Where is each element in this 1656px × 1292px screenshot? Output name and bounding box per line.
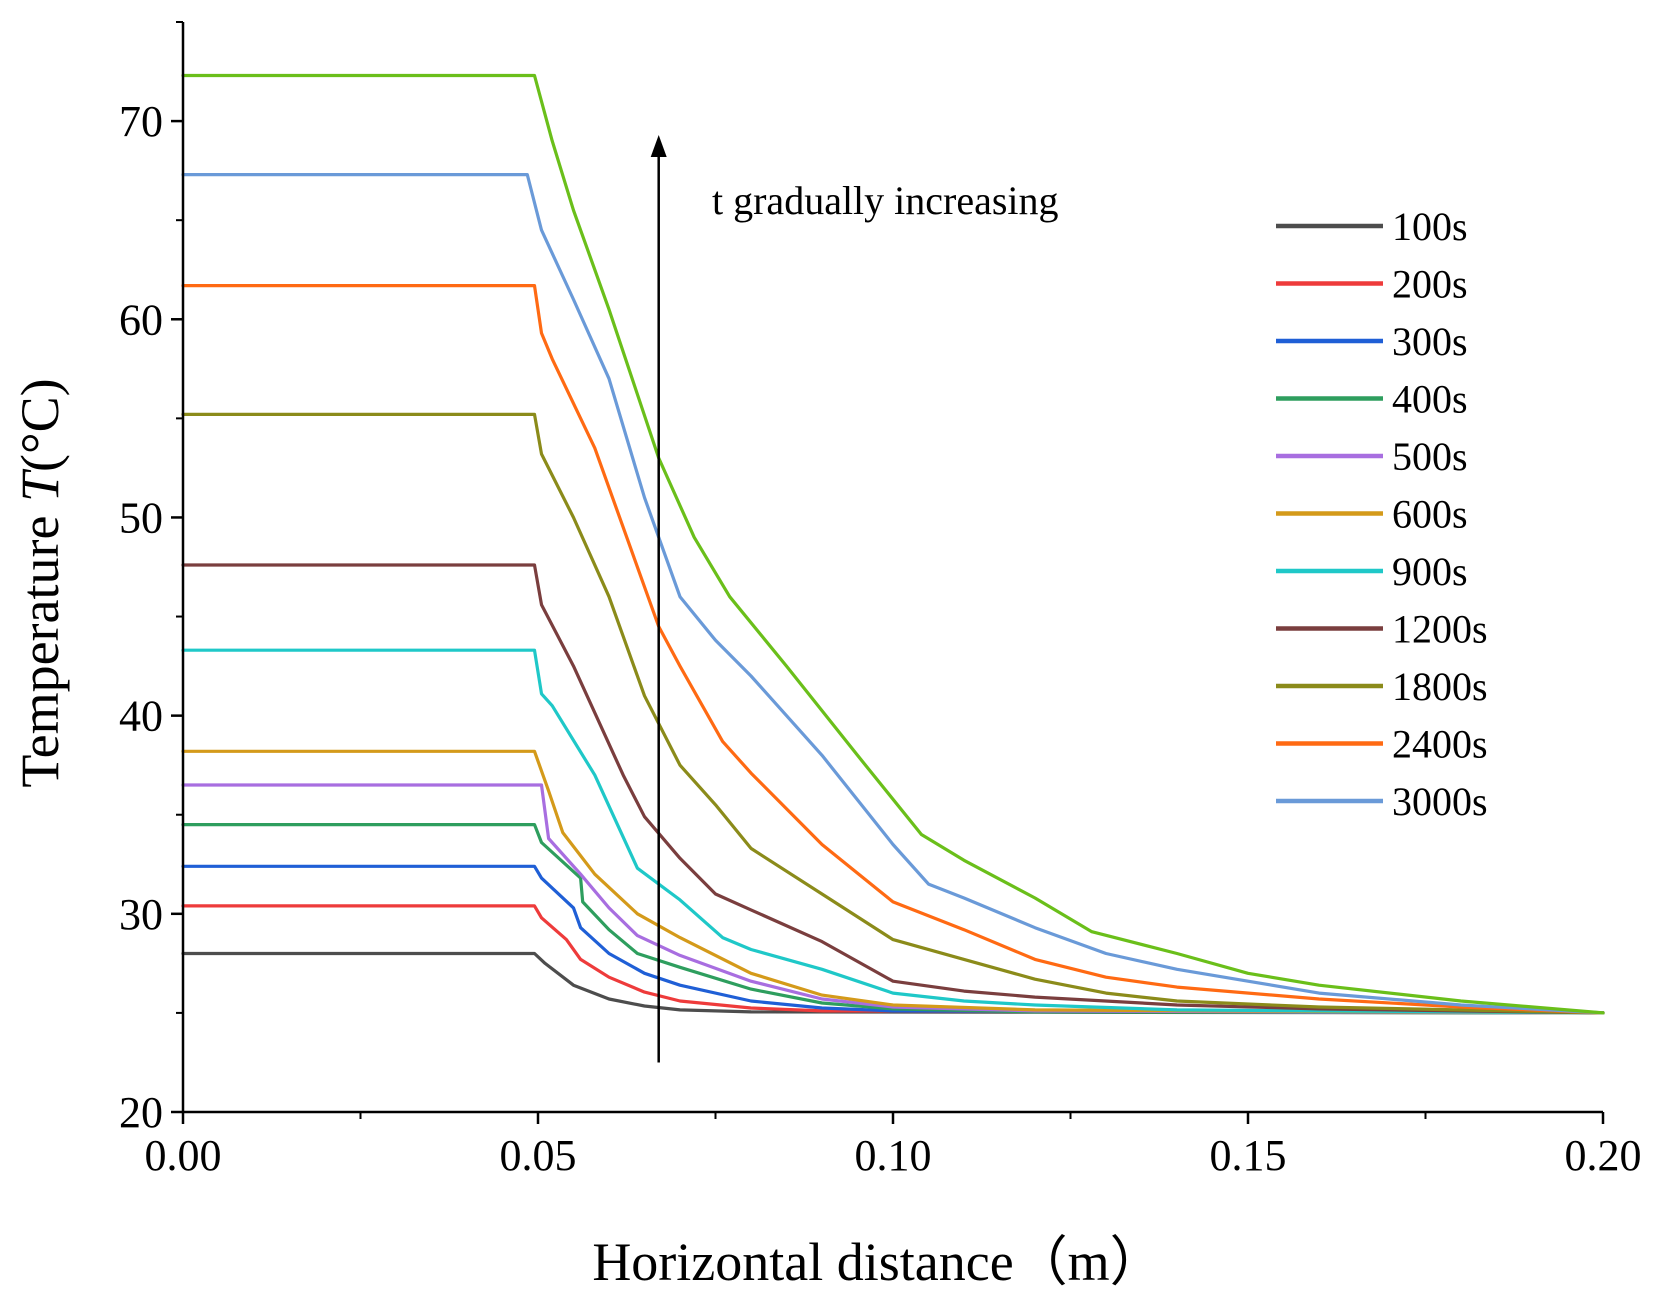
series-line-1800s — [181, 412, 1605, 1015]
legend-label-3000s: 3000s — [1392, 779, 1488, 824]
series-line-600s — [181, 749, 1605, 1015]
legend-label-1200s: 1200s — [1392, 607, 1488, 652]
y-tick-label: 60 — [119, 295, 163, 344]
x-tick-label: 0.00 — [145, 1131, 222, 1180]
y-tick-label: 40 — [119, 692, 163, 741]
series-line-400s — [181, 823, 1605, 1015]
series-line-1200s — [181, 563, 1605, 1015]
series-line-900s — [181, 648, 1605, 1015]
legend: 100s 200s 300s 400s 500s 600s 900s 1200s 1800s 24… — [1276, 204, 1488, 824]
series-line-200s — [181, 904, 1605, 1015]
y-axis-title-unit: (°C) — [10, 378, 70, 472]
series-line-100s — [181, 951, 1605, 1015]
y-tick-label: 70 — [119, 97, 163, 146]
legend-label-600s: 600s — [1392, 492, 1468, 537]
y-axis-title-prefix: Temperature — [10, 502, 70, 788]
x-tick-label: 0.15 — [1210, 1131, 1287, 1180]
legend-label-2400s: 2400s — [1392, 722, 1488, 767]
y-tick-label: 20 — [119, 1088, 163, 1137]
legend-label-900s: 900s — [1392, 549, 1468, 594]
series-line-500s — [181, 783, 1605, 1015]
trend-annotation-text: t gradually increasing — [712, 178, 1059, 223]
x-tick-label: 0.05 — [500, 1131, 577, 1180]
y-tick-label: 30 — [119, 890, 163, 939]
trend-arrow-head — [650, 134, 667, 157]
series-line-2400s — [181, 284, 1605, 1015]
axes: 0.00 0.05 0.10 0.15 0.20 20 30 40 50 60 70 — [119, 21, 1642, 1180]
series-line-3000s — [181, 173, 1605, 1015]
x-tick-label: 0.10 — [855, 1131, 932, 1180]
x-axis-title: Horizontal distance（m） — [592, 1232, 1163, 1292]
legend-label-1800s: 1800s — [1392, 664, 1488, 709]
legend-label-300s: 300s — [1392, 319, 1468, 364]
legend-label-500s: 500s — [1392, 434, 1468, 479]
y-tick-label: 50 — [119, 493, 163, 542]
series-line-series-12 — [181, 73, 1605, 1015]
y-axis-title: Temperature T(°C) — [10, 378, 70, 787]
y-axis-title-variable: T — [10, 468, 70, 502]
legend-label-400s: 400s — [1392, 377, 1468, 422]
x-tick-label: 0.20 — [1565, 1131, 1642, 1180]
legend-label-200s: 200s — [1392, 262, 1468, 307]
series-line-300s — [181, 864, 1605, 1015]
annotation: t gradually increasing — [650, 134, 1059, 1063]
legend-label-100s: 100s — [1392, 204, 1468, 249]
